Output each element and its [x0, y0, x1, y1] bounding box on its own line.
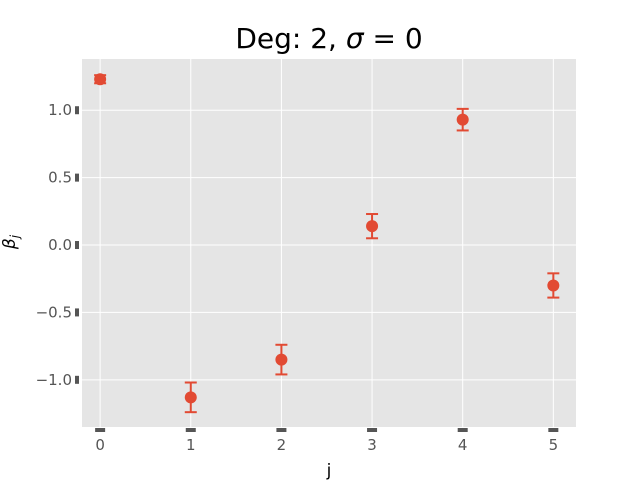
y-tick-label: −0.5: [36, 303, 72, 321]
data-markers: [94, 73, 560, 414]
x-tick-label: 0: [95, 436, 105, 454]
y-tick-label: 0.5: [48, 169, 72, 187]
y-tick-mark: [75, 173, 79, 182]
x-tick-mark: [457, 428, 468, 432]
y-tick-label: 1.0: [48, 101, 72, 119]
x-tick-label: 4: [458, 436, 468, 454]
x-tick-mark: [367, 428, 378, 432]
data-point: [547, 279, 560, 292]
y-axis-label: βj: [0, 234, 22, 250]
plot-area: [82, 59, 576, 427]
x-tick-label: 3: [367, 436, 377, 454]
y-tick-mark: [75, 241, 79, 250]
y-tick-label: 0.0: [48, 236, 72, 254]
data-point: [456, 113, 469, 126]
data-point: [184, 391, 197, 404]
y-tick-label: −1.0: [36, 371, 72, 389]
y-tick-mark: [75, 375, 79, 384]
x-tick-mark: [95, 428, 106, 432]
x-tick-label: 2: [277, 436, 287, 454]
x-tick-mark: [276, 428, 287, 432]
x-axis-label: j: [326, 461, 332, 480]
data-point: [275, 353, 288, 366]
grid: [82, 59, 576, 427]
x-tick-mark: [548, 428, 559, 432]
y-tick-mark: [75, 308, 79, 317]
y-tick-mark: [75, 106, 79, 115]
data-point: [366, 220, 379, 233]
x-tick-label: 5: [549, 436, 559, 454]
chart-title: Deg: 2, σ = 0: [235, 22, 422, 55]
ticks: 0 1 2 3 4 5 −1.0 −0.5 0.0 0.5 1.0: [36, 101, 559, 454]
x-tick-label: 1: [186, 436, 196, 454]
data-point: [94, 73, 107, 86]
x-tick-mark: [185, 428, 196, 432]
